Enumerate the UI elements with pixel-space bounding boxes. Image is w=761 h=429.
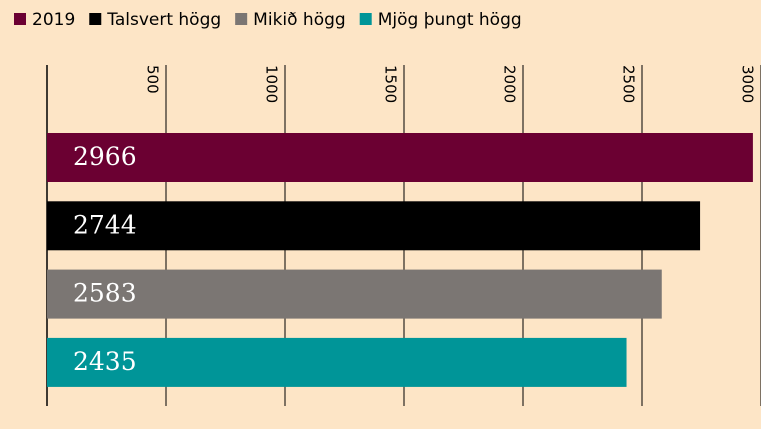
bar: [47, 133, 753, 182]
bar: [47, 337, 627, 387]
legend-label: Talsvert högg: [106, 10, 221, 30]
legend-swatch: [359, 13, 372, 25]
legend-label: Mikið högg: [253, 10, 346, 30]
x-tick-label: 2000: [501, 65, 519, 103]
bar: [47, 201, 701, 251]
x-tick-label: 1000: [263, 65, 281, 103]
bar: [47, 269, 662, 319]
x-tick-label: 3000: [739, 65, 757, 103]
x-tick-label: 1500: [382, 65, 400, 103]
value-label: 2744: [73, 210, 137, 239]
legend-label: Mjög þungt högg: [378, 10, 522, 30]
legend-swatch: [235, 13, 248, 25]
legend-swatch: [89, 13, 102, 25]
legend-swatch: [14, 13, 26, 25]
x-tick-label: 2500: [620, 65, 638, 103]
value-label: 2966: [73, 142, 137, 171]
x-tick-label: 500: [144, 65, 162, 94]
value-label: 2583: [73, 279, 137, 308]
legend-label: 2019: [32, 10, 75, 30]
value-label: 2435: [73, 347, 137, 376]
